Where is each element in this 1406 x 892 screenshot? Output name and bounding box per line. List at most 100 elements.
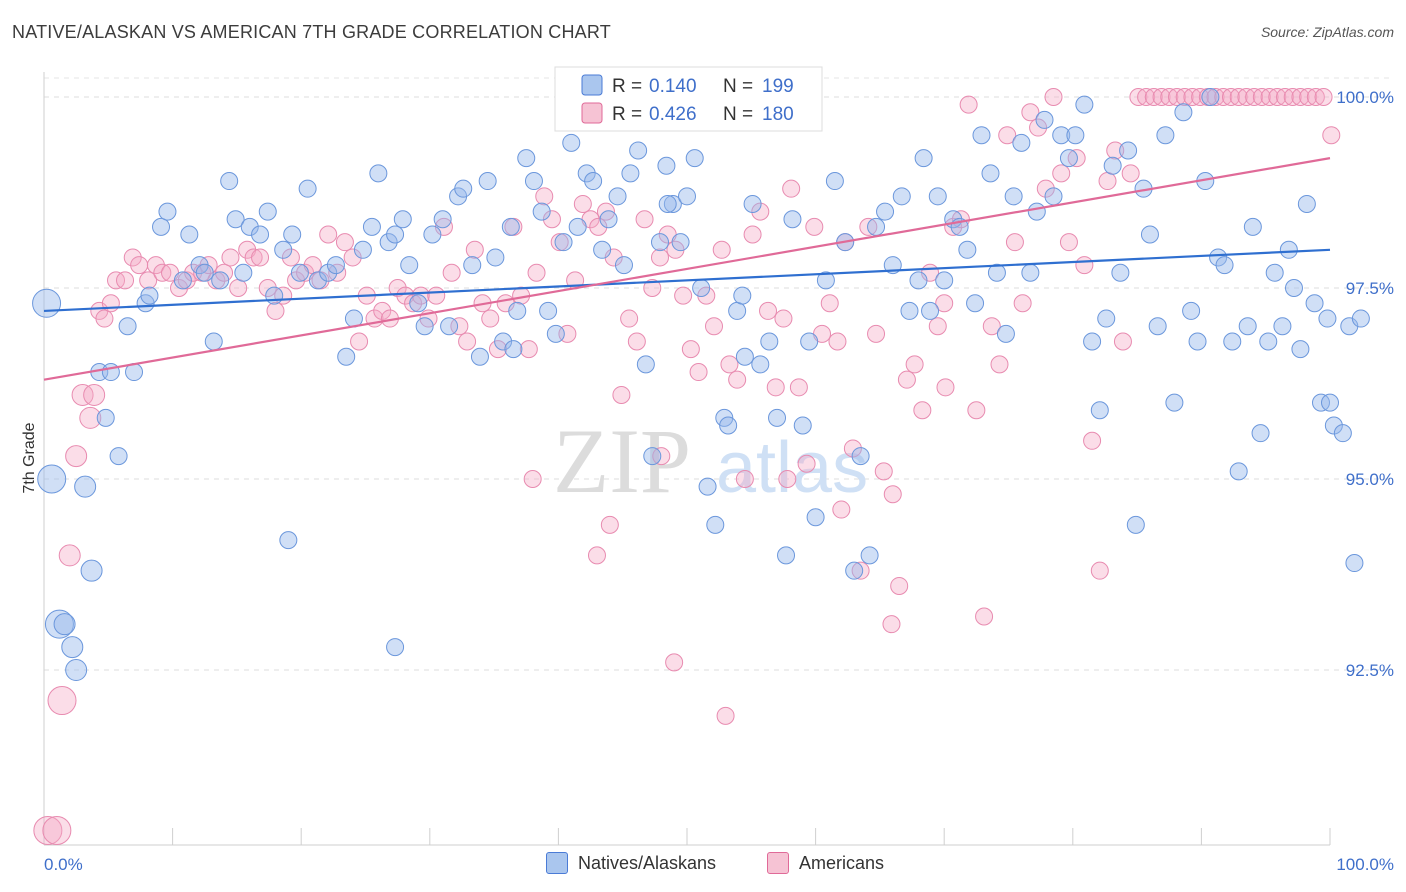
natives-point	[118, 317, 137, 336]
natives-point	[735, 347, 754, 366]
americans-point	[33, 815, 63, 845]
natives-point	[584, 172, 603, 191]
americans-point	[442, 263, 461, 282]
legend-swatch-natives	[581, 74, 603, 96]
americans-point	[935, 294, 954, 313]
americans-point	[1275, 88, 1294, 106]
natives-point	[393, 210, 412, 229]
americans-point	[1214, 88, 1233, 106]
natives-point	[226, 210, 245, 229]
watermark-zip: ZIP	[553, 410, 691, 512]
americans-point	[1005, 233, 1024, 252]
americans-point	[589, 217, 608, 236]
americans-point	[404, 294, 423, 313]
natives-point	[1215, 256, 1234, 275]
natives-point	[1165, 393, 1184, 412]
americans-point	[139, 271, 158, 290]
natives-point	[109, 447, 128, 466]
americans-point	[258, 279, 277, 297]
americans-point	[1098, 172, 1117, 191]
americans-point	[1306, 88, 1325, 106]
natives-point	[914, 149, 933, 168]
americans-point	[373, 301, 392, 320]
americans-point	[1252, 88, 1271, 106]
x-tick-label-max: 100.0%	[1336, 855, 1394, 874]
natives-point	[478, 172, 497, 191]
natives-point	[867, 217, 886, 236]
americans-point	[782, 179, 801, 198]
americans-point	[913, 401, 932, 420]
y-tick-label: 100.0%	[1336, 88, 1394, 107]
americans-point	[975, 607, 994, 626]
natives-point	[743, 194, 762, 213]
natives-point	[892, 187, 911, 206]
americans-point	[712, 240, 731, 259]
natives-point	[1075, 95, 1094, 114]
natives-point	[636, 355, 655, 374]
americans-point	[820, 294, 839, 313]
natives-point	[1243, 217, 1262, 236]
americans-point	[797, 454, 816, 473]
natives-point	[1156, 126, 1175, 145]
natives-point	[409, 294, 428, 313]
americans-point	[1083, 431, 1102, 450]
natives-point	[140, 286, 159, 305]
americans-point	[281, 248, 300, 267]
natives-point	[234, 263, 253, 282]
americans-point	[990, 355, 1009, 374]
legend-item-natives: Natives/Alaskans	[546, 852, 716, 874]
americans-point	[778, 470, 797, 488]
americans-point	[1075, 256, 1094, 275]
americans-point	[343, 248, 362, 267]
americans-point	[774, 309, 793, 328]
natives-point	[1140, 225, 1159, 244]
natives-point	[876, 202, 895, 221]
americans-point	[71, 383, 94, 406]
americans-point	[612, 385, 631, 404]
natives-point	[386, 638, 405, 657]
americans-point	[101, 294, 120, 313]
natives-point	[1351, 309, 1370, 328]
natives-point	[290, 263, 309, 282]
natives-point	[900, 301, 919, 320]
americans-point	[95, 309, 114, 328]
natives-point	[440, 317, 459, 336]
americans-point	[735, 470, 754, 488]
americans-point	[527, 263, 546, 282]
natives-point	[1148, 317, 1167, 336]
americans-point	[1283, 88, 1302, 106]
americans-point	[1059, 233, 1078, 252]
natives-point	[32, 288, 62, 318]
legend-n-value-2: 180	[762, 104, 794, 125]
americans-point	[665, 653, 684, 672]
americans-point	[1106, 141, 1125, 160]
natives-point	[958, 240, 977, 259]
legend-r-label-2: R =	[612, 104, 642, 125]
natives-point	[599, 210, 618, 229]
natives-point	[928, 187, 947, 206]
americans-point	[458, 332, 477, 351]
natives-point	[972, 126, 991, 145]
americans-point	[743, 225, 762, 244]
legend-n-value-1: 199	[762, 76, 794, 97]
natives-point	[195, 263, 214, 282]
natives-point	[463, 256, 482, 275]
legend-r-label-1: R =	[612, 76, 642, 97]
americans-point	[388, 279, 407, 297]
natives-point	[1238, 317, 1257, 336]
natives-point	[240, 217, 259, 236]
x-ticks	[43, 828, 1331, 845]
americans-point	[42, 815, 72, 845]
natives-point	[783, 210, 802, 229]
americans-point	[1067, 149, 1086, 168]
natives-point	[1279, 240, 1298, 259]
natives-point	[517, 149, 536, 168]
natives-point	[768, 408, 787, 427]
americans-point	[523, 470, 542, 488]
americans-point	[1206, 88, 1225, 106]
americans-point	[874, 462, 893, 481]
americans-point	[146, 256, 165, 275]
americans-point	[1221, 88, 1240, 106]
natives-point	[1066, 126, 1085, 145]
